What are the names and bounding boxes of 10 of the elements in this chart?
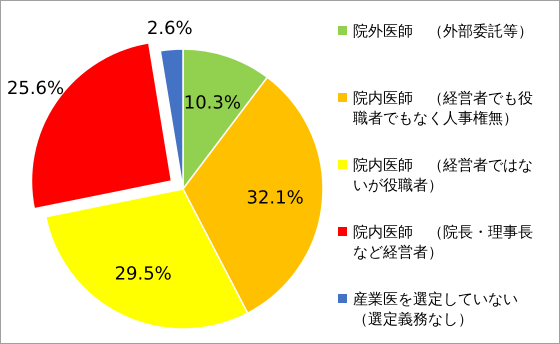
data-label: 2.6% [146,18,193,40]
data-label: 32.1% [246,188,304,209]
legend-label: 院内医師 （経営者でも役職者でもなく人事権無） [353,89,533,127]
legend-label: 院外医師 （外部委託等） [353,22,533,40]
legend-label: 院内医師 （経営者ではないが役職者） [353,156,533,194]
legend-label: 院内医師 （院長・理事長など経営者） [353,223,533,261]
data-label: 10.3% [184,92,241,114]
data-label: 25.6% [6,78,64,100]
data-label: 29.5% [114,263,172,284]
legend-label: 産業医を選定していない（選定義務なし） [353,290,518,328]
